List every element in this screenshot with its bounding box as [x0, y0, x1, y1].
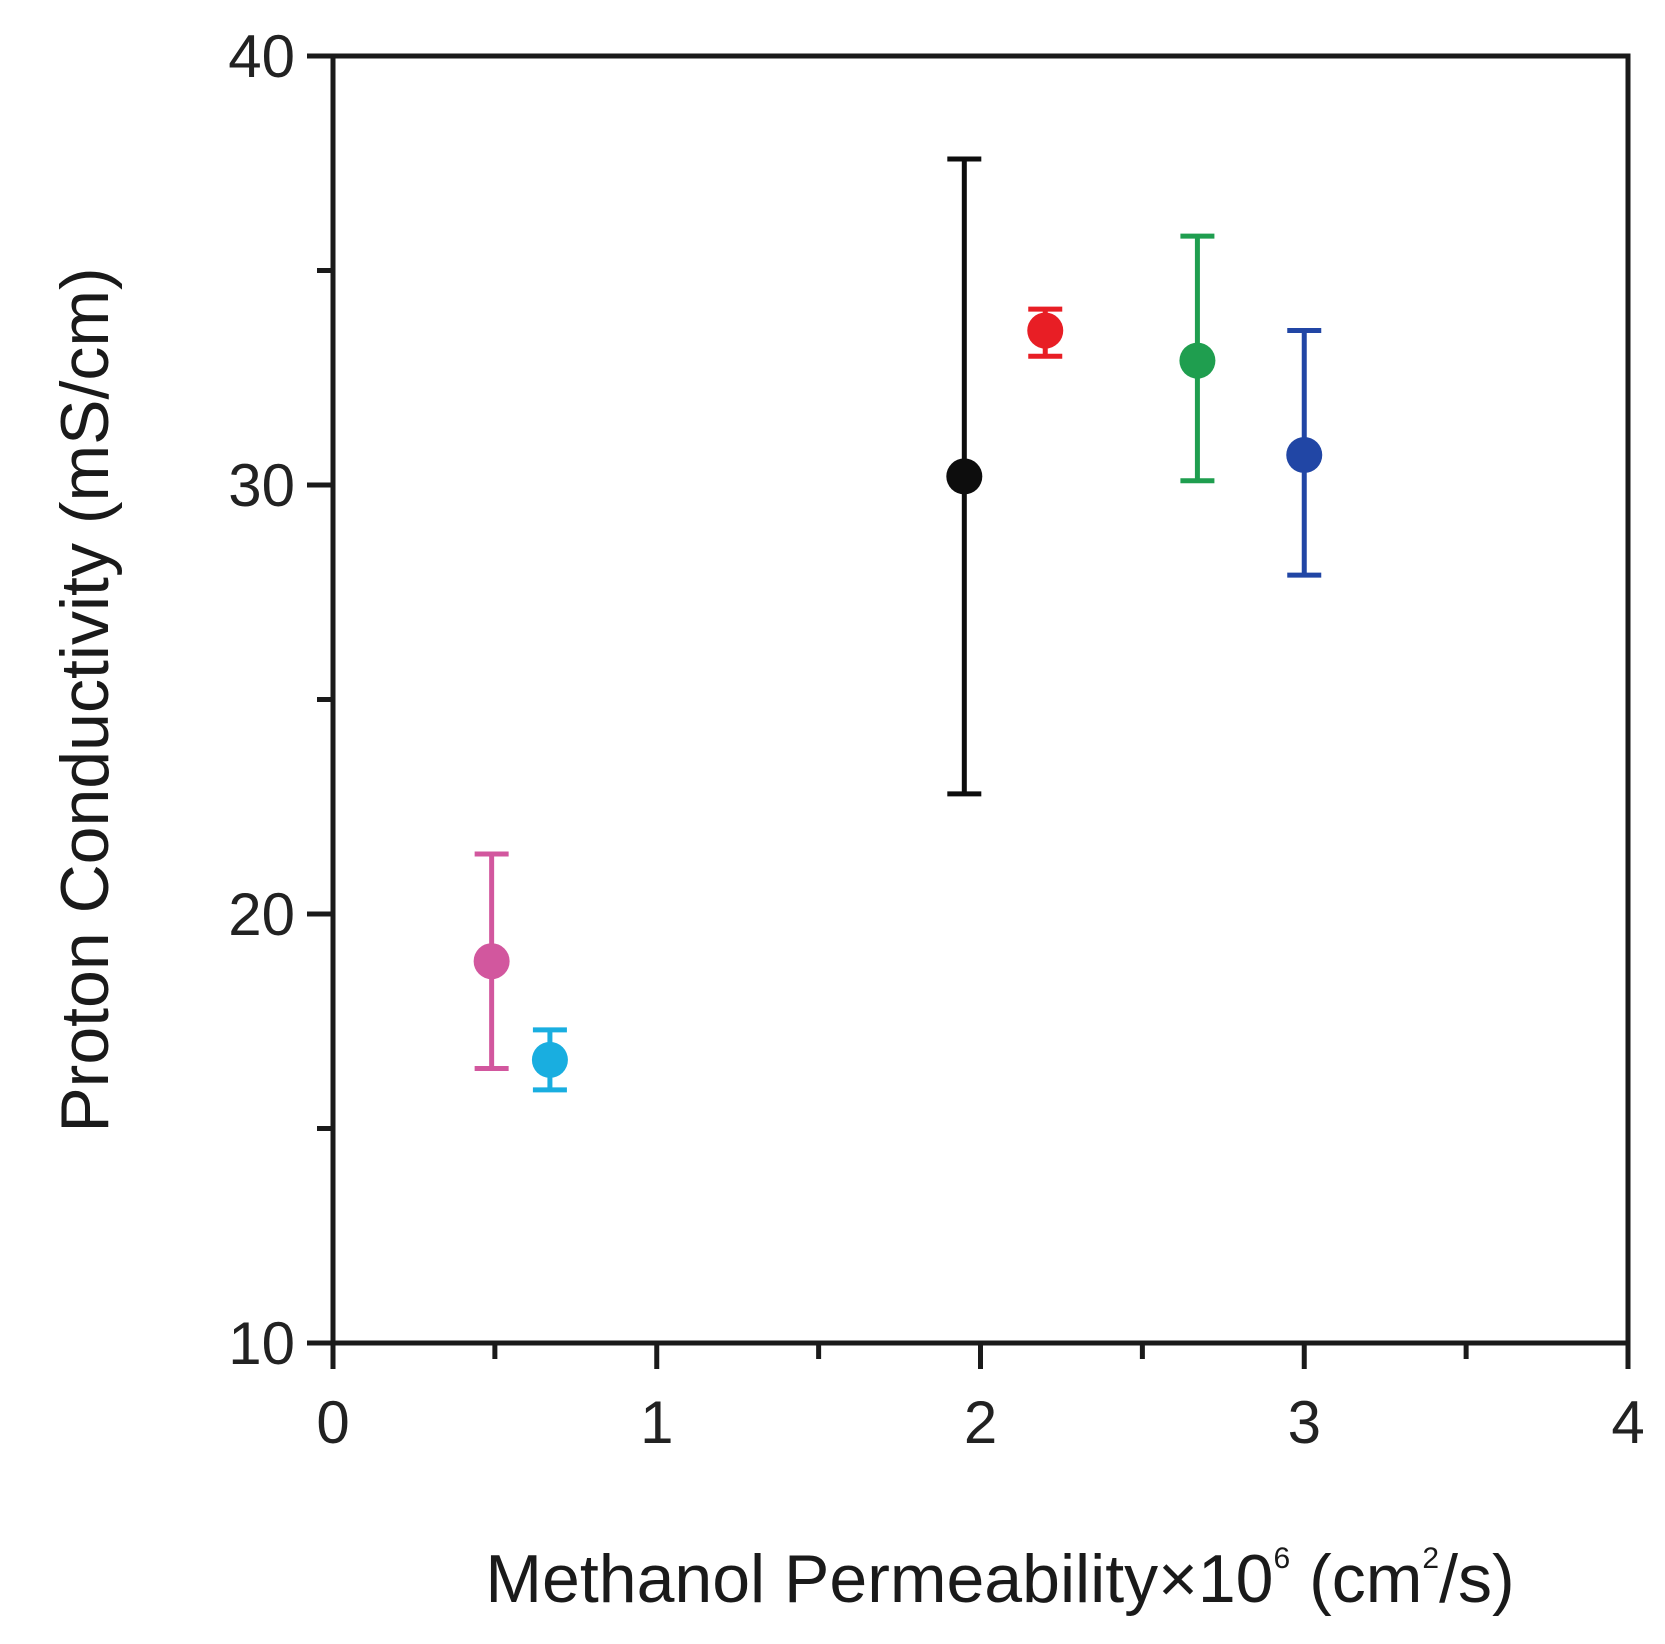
y-tick-label: 40 — [228, 23, 295, 90]
y-axis-title: Proton Conductivity (mS/cm) — [47, 267, 123, 1132]
point-marker — [473, 943, 510, 980]
x-axis-title-unit-close: /s) — [1439, 1541, 1515, 1617]
axis-ticks — [307, 53, 1631, 1369]
x-tick-label: 4 — [1611, 1389, 1644, 1456]
x-tick-label: 2 — [964, 1389, 997, 1456]
x-tick-label: 0 — [316, 1389, 349, 1456]
point-marker — [1027, 312, 1064, 349]
data-point — [531, 1027, 568, 1093]
x-axis-title: Methanol Permeability×106 (cm2/s) — [485, 1541, 1514, 1617]
data-point — [946, 156, 983, 797]
x-tick-label: 1 — [640, 1389, 673, 1456]
data-points — [473, 156, 1323, 1093]
plot-frame — [330, 53, 1631, 1346]
point-marker — [946, 458, 983, 495]
x-axis-title-exponent: 6 — [1274, 1542, 1291, 1575]
x-axis-title-unit-open: (cm — [1290, 1541, 1422, 1617]
point-marker — [1286, 436, 1323, 473]
data-point — [473, 851, 510, 1071]
x-axis-title-unit-exponent: 2 — [1422, 1542, 1439, 1575]
data-point — [1286, 328, 1323, 578]
y-tick-label: 20 — [228, 881, 295, 948]
point-marker — [531, 1041, 568, 1078]
point-marker — [1179, 342, 1216, 379]
data-point — [1027, 306, 1064, 359]
x-tick-label: 3 — [1288, 1389, 1321, 1456]
data-point — [1179, 233, 1216, 484]
y-tick-label: 30 — [228, 452, 295, 519]
y-tick-labels: 10 20 30 40 — [228, 23, 295, 1377]
x-tick-labels: 0 1 2 3 4 — [316, 1389, 1644, 1456]
x-axis-title-prefix: Methanol Permeability×10 — [485, 1541, 1273, 1617]
y-tick-label: 10 — [228, 1310, 295, 1377]
